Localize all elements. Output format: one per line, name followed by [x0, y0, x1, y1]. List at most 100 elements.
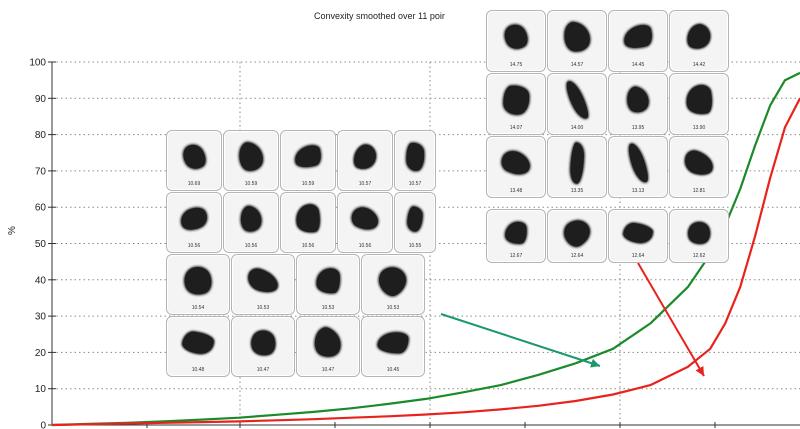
particle-image	[502, 85, 530, 116]
particle-thumbnail: 10.47	[231, 316, 295, 377]
particle-image	[314, 267, 342, 295]
particle-thumbnail: 12.64	[547, 209, 607, 263]
particle-image	[569, 142, 585, 185]
particle-thumbnail: 14.45	[608, 10, 668, 72]
particle-image	[310, 324, 346, 362]
y-tick-label: 100	[29, 58, 46, 69]
particle-convexity-label: 14.42	[692, 62, 706, 68]
particle-thumbnail: 12.81	[669, 136, 729, 198]
annotation-arrows	[440, 262, 705, 377]
particle-image	[293, 202, 323, 236]
particle-thumbnail: 10.59	[223, 130, 279, 191]
particle-image	[684, 21, 714, 54]
particle-convexity-label: 10.56	[244, 243, 258, 249]
particle-image	[180, 262, 216, 299]
particle-thumbnail: 10.47	[296, 316, 360, 377]
particle-image	[500, 20, 532, 54]
particle-convexity-label: 10.45	[386, 367, 400, 373]
series-line-green	[51, 71, 800, 427]
particle-convexity-label: 12.81	[692, 188, 706, 194]
particle-image	[248, 327, 278, 358]
particle-convexity-label: 14.75	[509, 62, 523, 68]
particle-convexity-label: 10.47	[256, 367, 270, 373]
particle-image	[238, 204, 264, 234]
particle-thumbnail: 13.48	[486, 136, 546, 198]
green-arrow	[440, 313, 601, 368]
particle-convexity-label: 10.53	[386, 305, 400, 311]
particle-thumbnail: 12.67	[486, 209, 546, 263]
particle-convexity-label: 12.67	[509, 253, 523, 259]
particle-image	[685, 219, 713, 247]
particle-image	[348, 203, 382, 235]
particle-thumbnail: 10.56	[280, 192, 336, 253]
particle-image	[406, 206, 424, 232]
particle-convexity-label: 10.47	[321, 367, 335, 373]
y-tick-label: 60	[35, 203, 47, 214]
particle-image	[624, 85, 652, 115]
particle-image	[621, 23, 655, 52]
particle-image	[562, 21, 592, 54]
particle-thumbnail: 12.62	[669, 209, 729, 263]
particle-thumbnail: 14.75	[486, 10, 546, 72]
particle-thumbnail: 10.53	[231, 254, 295, 315]
y-tick-label: 70	[35, 166, 47, 177]
particle-convexity-label: 14.57	[570, 62, 584, 68]
particle-convexity-label: 10.59	[301, 181, 315, 187]
particle-image	[559, 215, 595, 250]
y-tick-label: 20	[35, 348, 47, 359]
particle-thumbnail: 12.64	[608, 209, 668, 263]
particle-image	[681, 148, 717, 178]
particle-image	[245, 266, 281, 296]
particle-thumbnail: 10.56	[337, 192, 393, 253]
particle-image	[562, 79, 592, 122]
particle-thumbnail: 10.69	[166, 130, 222, 191]
particle-convexity-label: 13.35	[570, 188, 584, 194]
particle-thumbnail: 14.57	[547, 10, 607, 72]
particle-convexity-label: 14.00	[570, 125, 584, 131]
series-layer	[51, 71, 800, 427]
particle-convexity-label: 13.48	[509, 188, 523, 194]
y-tick-label: 40	[35, 275, 47, 286]
particle-thumbnail: 10.57	[394, 130, 436, 191]
particle-convexity-label: 13.95	[631, 125, 645, 131]
particle-thumbnail: 13.90	[669, 73, 729, 135]
low-convexity-particle-panel: 10.69 10.59 10.59 10.57 10.57 10.56 10.56 10.56…	[166, 130, 436, 384]
particle-convexity-label: 10.56	[358, 243, 372, 249]
particle-thumbnail: 13.35	[547, 136, 607, 198]
particle-convexity-label: 10.59	[244, 181, 258, 187]
particle-convexity-label: 10.55	[408, 243, 422, 249]
particle-convexity-label: 12.64	[570, 253, 584, 259]
particle-thumbnail: 10.55	[394, 192, 436, 253]
particle-convexity-label: 12.64	[631, 253, 645, 259]
y-tick-label: 10	[35, 384, 47, 395]
particle-image	[237, 141, 265, 173]
particle-convexity-label: 10.53	[256, 305, 270, 311]
particle-convexity-label: 10.53	[321, 305, 335, 311]
particle-thumbnail: 10.57	[337, 130, 393, 191]
y-axis-label: %	[7, 226, 18, 235]
y-tick-label: 90	[35, 94, 47, 105]
particle-image	[622, 221, 654, 245]
y-tick-label: 30	[35, 312, 47, 323]
particle-convexity-label: 10.56	[301, 243, 315, 249]
particle-image	[405, 142, 425, 172]
particle-image	[374, 261, 412, 300]
particle-thumbnail: 10.48	[166, 316, 230, 377]
particle-image	[350, 141, 380, 173]
particle-thumbnail: 14.00	[547, 73, 607, 135]
particle-convexity-label: 10.57	[358, 181, 372, 187]
particle-thumbnail: 10.45	[361, 316, 425, 377]
particle-image	[178, 141, 210, 173]
particle-thumbnail: 10.54	[166, 254, 230, 315]
y-tick-label: 0	[40, 421, 46, 429]
particle-convexity-label: 13.13	[631, 188, 645, 194]
particle-thumbnail: 10.53	[296, 254, 360, 315]
red-arrow	[637, 262, 705, 377]
particle-image	[498, 147, 534, 180]
particle-thumbnail: 13.13	[608, 136, 668, 198]
particle-convexity-label: 14.07	[509, 125, 523, 131]
particle-convexity-label: 10.69	[187, 181, 201, 187]
particle-convexity-label: 13.90	[692, 125, 706, 131]
particle-thumbnail: 10.53	[361, 254, 425, 315]
